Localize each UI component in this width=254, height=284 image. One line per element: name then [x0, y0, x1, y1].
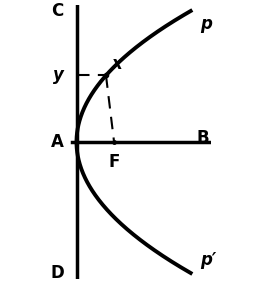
Text: A: A	[51, 133, 63, 151]
Text: C: C	[51, 2, 63, 20]
Text: B: B	[196, 129, 209, 147]
Text: p′: p′	[199, 251, 215, 269]
Text: y: y	[53, 66, 64, 84]
Text: p: p	[199, 15, 211, 33]
Text: x: x	[111, 55, 122, 73]
Text: F: F	[108, 153, 119, 171]
Text: D: D	[50, 264, 64, 282]
